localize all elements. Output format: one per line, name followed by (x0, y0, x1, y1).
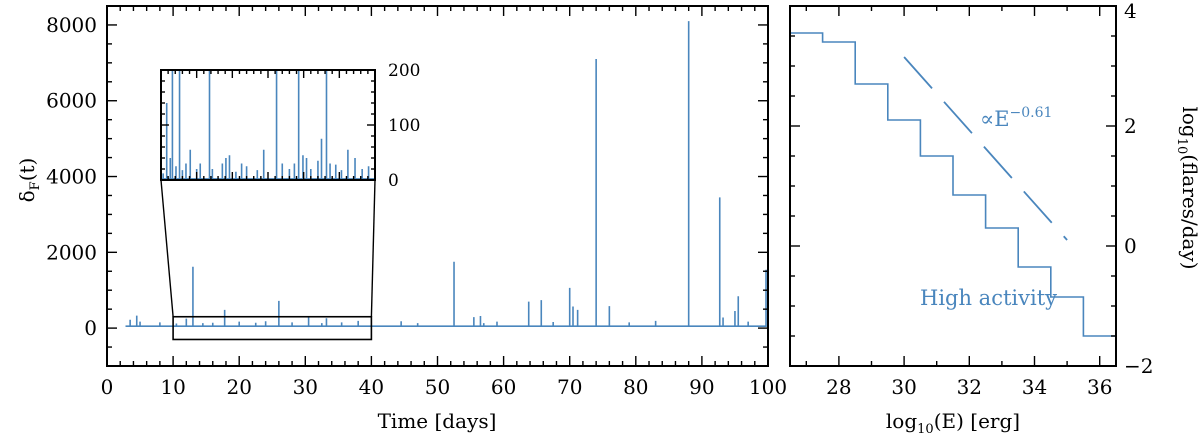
x-tick-label: 90 (689, 375, 714, 399)
x-tick-label: 60 (491, 375, 516, 399)
zoom-region (160, 179, 376, 341)
inset-panel: 0 100 200 (160, 61, 420, 191)
zoom-connector-right (370, 179, 376, 317)
x-tick-label: 40 (359, 375, 384, 399)
inset-spikes (161, 70, 375, 180)
dist-y-tick-label: −2 (1124, 354, 1153, 378)
y-tick-label: 8000 (46, 13, 97, 37)
high-activity-label: High activity (920, 286, 1057, 310)
inset-ticks (160, 69, 376, 181)
x-tick-label: 80 (623, 375, 648, 399)
distribution-step-line (790, 32, 1116, 337)
zoom-box (172, 315, 373, 341)
time-series-frame (106, 5, 769, 367)
dist-y-tick-label: 4 (1124, 0, 1137, 23)
power-law-annotation: ∝E−0.61 (980, 105, 1052, 131)
dist-x-tick-label: 30 (891, 375, 916, 399)
time-axis-title: Time [days] (378, 409, 497, 433)
dist-y-tick-label: 2 (1124, 114, 1137, 138)
time-series-panel: 0 10 20 30 40 50 60 70 80 90 100 02000400060008000… (15, 5, 787, 433)
dist-x-tick-label: 32 (957, 375, 982, 399)
distribution-y-tick-labels: −2 0 2 4 (1124, 0, 1153, 378)
inset-background (161, 70, 375, 180)
dist-x-tick-label: 34 (1022, 375, 1047, 399)
power-law-fit-line (903, 56, 1068, 241)
delta-f-axis-title: δF(t) (15, 158, 43, 203)
inset-y-tick-labels: 0 100 200 (388, 61, 420, 191)
dist-x-tick-label: 28 (826, 375, 851, 399)
time-series-y-tick-labels: 0 2000 4000 6000 8000 (46, 13, 97, 340)
energy-axis-title: log10(E) [erg] (886, 409, 1020, 437)
distribution-ticks (790, 5, 1116, 367)
inset-y-tick-label: 100 (388, 116, 420, 136)
x-tick-label: 20 (226, 375, 251, 399)
x-tick-label: 0 (101, 375, 114, 399)
dist-x-tick-label: 36 (1087, 375, 1112, 399)
flare-distribution-series (790, 32, 1116, 337)
y-tick-label: 0 (84, 316, 97, 340)
x-tick-label: 50 (425, 375, 450, 399)
distribution-x-tick-labels: 28 30 32 34 36 (826, 375, 1112, 399)
x-tick-label: 10 (160, 375, 185, 399)
zoom-connector-left (160, 179, 174, 317)
time-series-x-tick-labels: 0 10 20 30 40 50 60 70 80 90 100 (101, 375, 787, 399)
flare-distribution-panel: 28 30 32 34 36 −2 0 2 4 ∝E−0.61 High activity l… (789, 0, 1200, 437)
y-tick-label: 6000 (46, 89, 97, 113)
inset-line (161, 70, 375, 180)
x-tick-label: 100 (749, 375, 787, 399)
flare-rate-axis-title: log10(flares/day) (1174, 106, 1200, 269)
inset-y-tick-label: 0 (388, 171, 399, 191)
dist-y-tick-label: 0 (1124, 234, 1137, 258)
inset-y-tick-label: 200 (388, 61, 420, 81)
x-tick-label: 30 (293, 375, 318, 399)
y-tick-label: 4000 (46, 165, 97, 189)
x-tick-label: 70 (557, 375, 582, 399)
time-series-ticks (106, 6, 769, 367)
y-tick-label: 2000 (46, 240, 97, 264)
